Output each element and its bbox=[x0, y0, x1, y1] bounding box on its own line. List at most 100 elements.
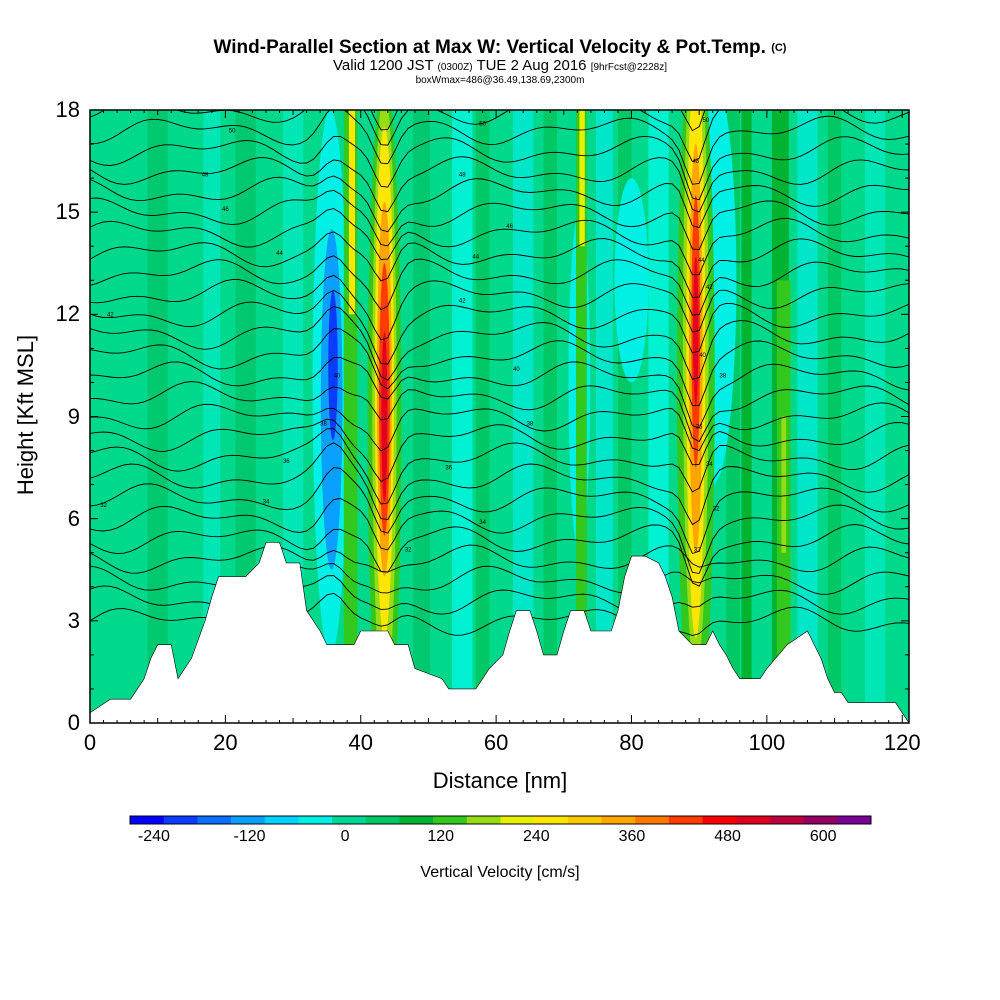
chart-title: Wind-Parallel Section at Max W: Vertical… bbox=[0, 38, 1000, 58]
updraft-column bbox=[381, 331, 388, 502]
isentrope-label: 38 bbox=[527, 421, 534, 427]
isentrope-line bbox=[90, 544, 909, 574]
isentrope-line bbox=[90, 442, 909, 526]
isentrope-line bbox=[90, 255, 909, 316]
weak-velocity-band bbox=[203, 110, 221, 723]
isentrope-line bbox=[90, 418, 909, 482]
downdraft-region bbox=[614, 178, 649, 383]
valid-time: Valid 1200 JST bbox=[333, 57, 434, 74]
isentrope-label: 34 bbox=[706, 462, 713, 468]
isentrope-label: 32 bbox=[405, 547, 412, 553]
downdraft-core bbox=[328, 290, 338, 441]
colorbar-tick-label: 0 bbox=[340, 828, 350, 845]
updraft-band bbox=[575, 110, 587, 655]
plot-area bbox=[90, 110, 909, 723]
isentrope-label: 34 bbox=[263, 500, 270, 506]
isentrope-line bbox=[90, 428, 909, 505]
isentrope-label: 48 bbox=[459, 173, 466, 179]
y-tick-label: 9 bbox=[67, 403, 80, 429]
isentrope-line bbox=[90, 208, 909, 276]
isentrope-line bbox=[90, 381, 909, 443]
isentrope-label: 44 bbox=[698, 258, 705, 264]
isentrope-line bbox=[90, 156, 909, 213]
weak-velocity-band bbox=[413, 110, 431, 723]
colorbar-tick-label: -120 bbox=[233, 828, 266, 845]
colorbar-tick-label: -240 bbox=[137, 828, 170, 845]
y-axis-title: Height [Kft MSL] bbox=[13, 334, 38, 496]
box-wmax-info: boxWmax=486@36.49,138.69,2300m bbox=[415, 75, 585, 86]
chart-subtitle: Valid 1200 JST (0300Z) TUE 2 Aug 2016 [9… bbox=[0, 58, 1000, 75]
weak-velocity-band bbox=[475, 110, 490, 723]
y-tick-label: 3 bbox=[67, 607, 80, 633]
colorbar-tick-label: 240 bbox=[522, 828, 550, 845]
x-tick-label: 60 bbox=[483, 730, 509, 755]
isentrope-label: 44 bbox=[276, 251, 283, 257]
isentrope-line bbox=[90, 328, 909, 407]
colorbar-tick-label: 480 bbox=[714, 828, 741, 845]
isentrope-line bbox=[90, 305, 909, 381]
isentrope-label: 46 bbox=[222, 207, 229, 213]
isentrope-label: 48 bbox=[202, 173, 209, 179]
x-tick-label: 40 bbox=[348, 730, 373, 755]
isentrope-label: 48 bbox=[692, 159, 699, 165]
colorbar-tick-label: 360 bbox=[618, 828, 646, 845]
y-tick-label: 0 bbox=[67, 710, 80, 735]
isentrope-line bbox=[90, 110, 909, 185]
colorbar-title: Vertical Velocity [cm/s] bbox=[420, 864, 580, 881]
weak-velocity-band bbox=[595, 110, 613, 723]
valid-utc: (0300Z) bbox=[437, 62, 473, 73]
isentrope-line bbox=[90, 357, 909, 429]
isentrope-label: 36 bbox=[283, 459, 290, 465]
y-tick-label: 15 bbox=[55, 199, 80, 225]
isentrope-line bbox=[90, 135, 909, 201]
isentrope-line bbox=[90, 274, 909, 341]
isentrope-label: 40 bbox=[334, 374, 341, 380]
isentrope-line bbox=[90, 498, 909, 574]
isentrope-line bbox=[90, 289, 909, 365]
updraft-band bbox=[781, 416, 787, 553]
isentrope-label: 40 bbox=[513, 367, 520, 373]
x-tick-label: 0 bbox=[83, 730, 97, 755]
isentrope-label: 42 bbox=[459, 299, 466, 305]
weak-velocity-band bbox=[827, 110, 842, 723]
isentrope-label: 36 bbox=[696, 425, 703, 431]
weak-velocity-band bbox=[741, 110, 752, 723]
x-tick-label: 100 bbox=[748, 730, 786, 755]
chart-title-block: Wind-Parallel Section at Max W: Vertical… bbox=[0, 38, 1000, 87]
isentrope-line bbox=[90, 402, 909, 452]
x-tick-label: 20 bbox=[213, 730, 238, 755]
weak-velocity-band bbox=[865, 110, 886, 723]
isentrope-label: 50 bbox=[229, 128, 236, 134]
isentrope-line bbox=[90, 189, 909, 251]
valid-date: TUE 2 Aug 2016 bbox=[476, 57, 587, 74]
isentrope-label: 50 bbox=[479, 122, 486, 128]
copyright-mark: (C) bbox=[771, 42, 787, 54]
isentrope-label: 42 bbox=[107, 312, 114, 318]
x-tick-label: 120 bbox=[883, 730, 921, 755]
isentrope-label: 42 bbox=[706, 285, 713, 291]
isentrope-label: 44 bbox=[472, 254, 479, 260]
title-text: Wind-Parallel Section at Max W: Vertical… bbox=[213, 37, 766, 58]
isentrope-label: 32 bbox=[100, 503, 107, 509]
isentrope-line bbox=[90, 231, 909, 298]
forecast-info: [9hrFcst@2228z] bbox=[590, 62, 667, 73]
weak-velocity-band bbox=[452, 110, 473, 723]
y-tick-label: 12 bbox=[55, 301, 80, 327]
terrain bbox=[90, 542, 909, 723]
y-tick-label: 6 bbox=[67, 505, 80, 531]
x-tick-label: 80 bbox=[619, 730, 644, 755]
weak-velocity-band bbox=[543, 110, 558, 723]
isentrope-label: 50 bbox=[703, 118, 710, 124]
colorbar-tick-label: 600 bbox=[809, 828, 837, 845]
isentrope-line bbox=[90, 467, 909, 555]
isentrope-label: 46 bbox=[506, 224, 513, 230]
y-tick-label: 18 bbox=[55, 97, 80, 122]
isentrope-label: 40 bbox=[699, 353, 706, 359]
isentrope-label: 38 bbox=[320, 421, 327, 427]
colorbar-tick-label: 120 bbox=[427, 828, 455, 845]
isentrope-label: 32 bbox=[694, 547, 701, 553]
isentrope-line bbox=[90, 175, 909, 233]
isentrope-label: 36 bbox=[445, 466, 452, 472]
isentrope-line bbox=[90, 524, 909, 587]
